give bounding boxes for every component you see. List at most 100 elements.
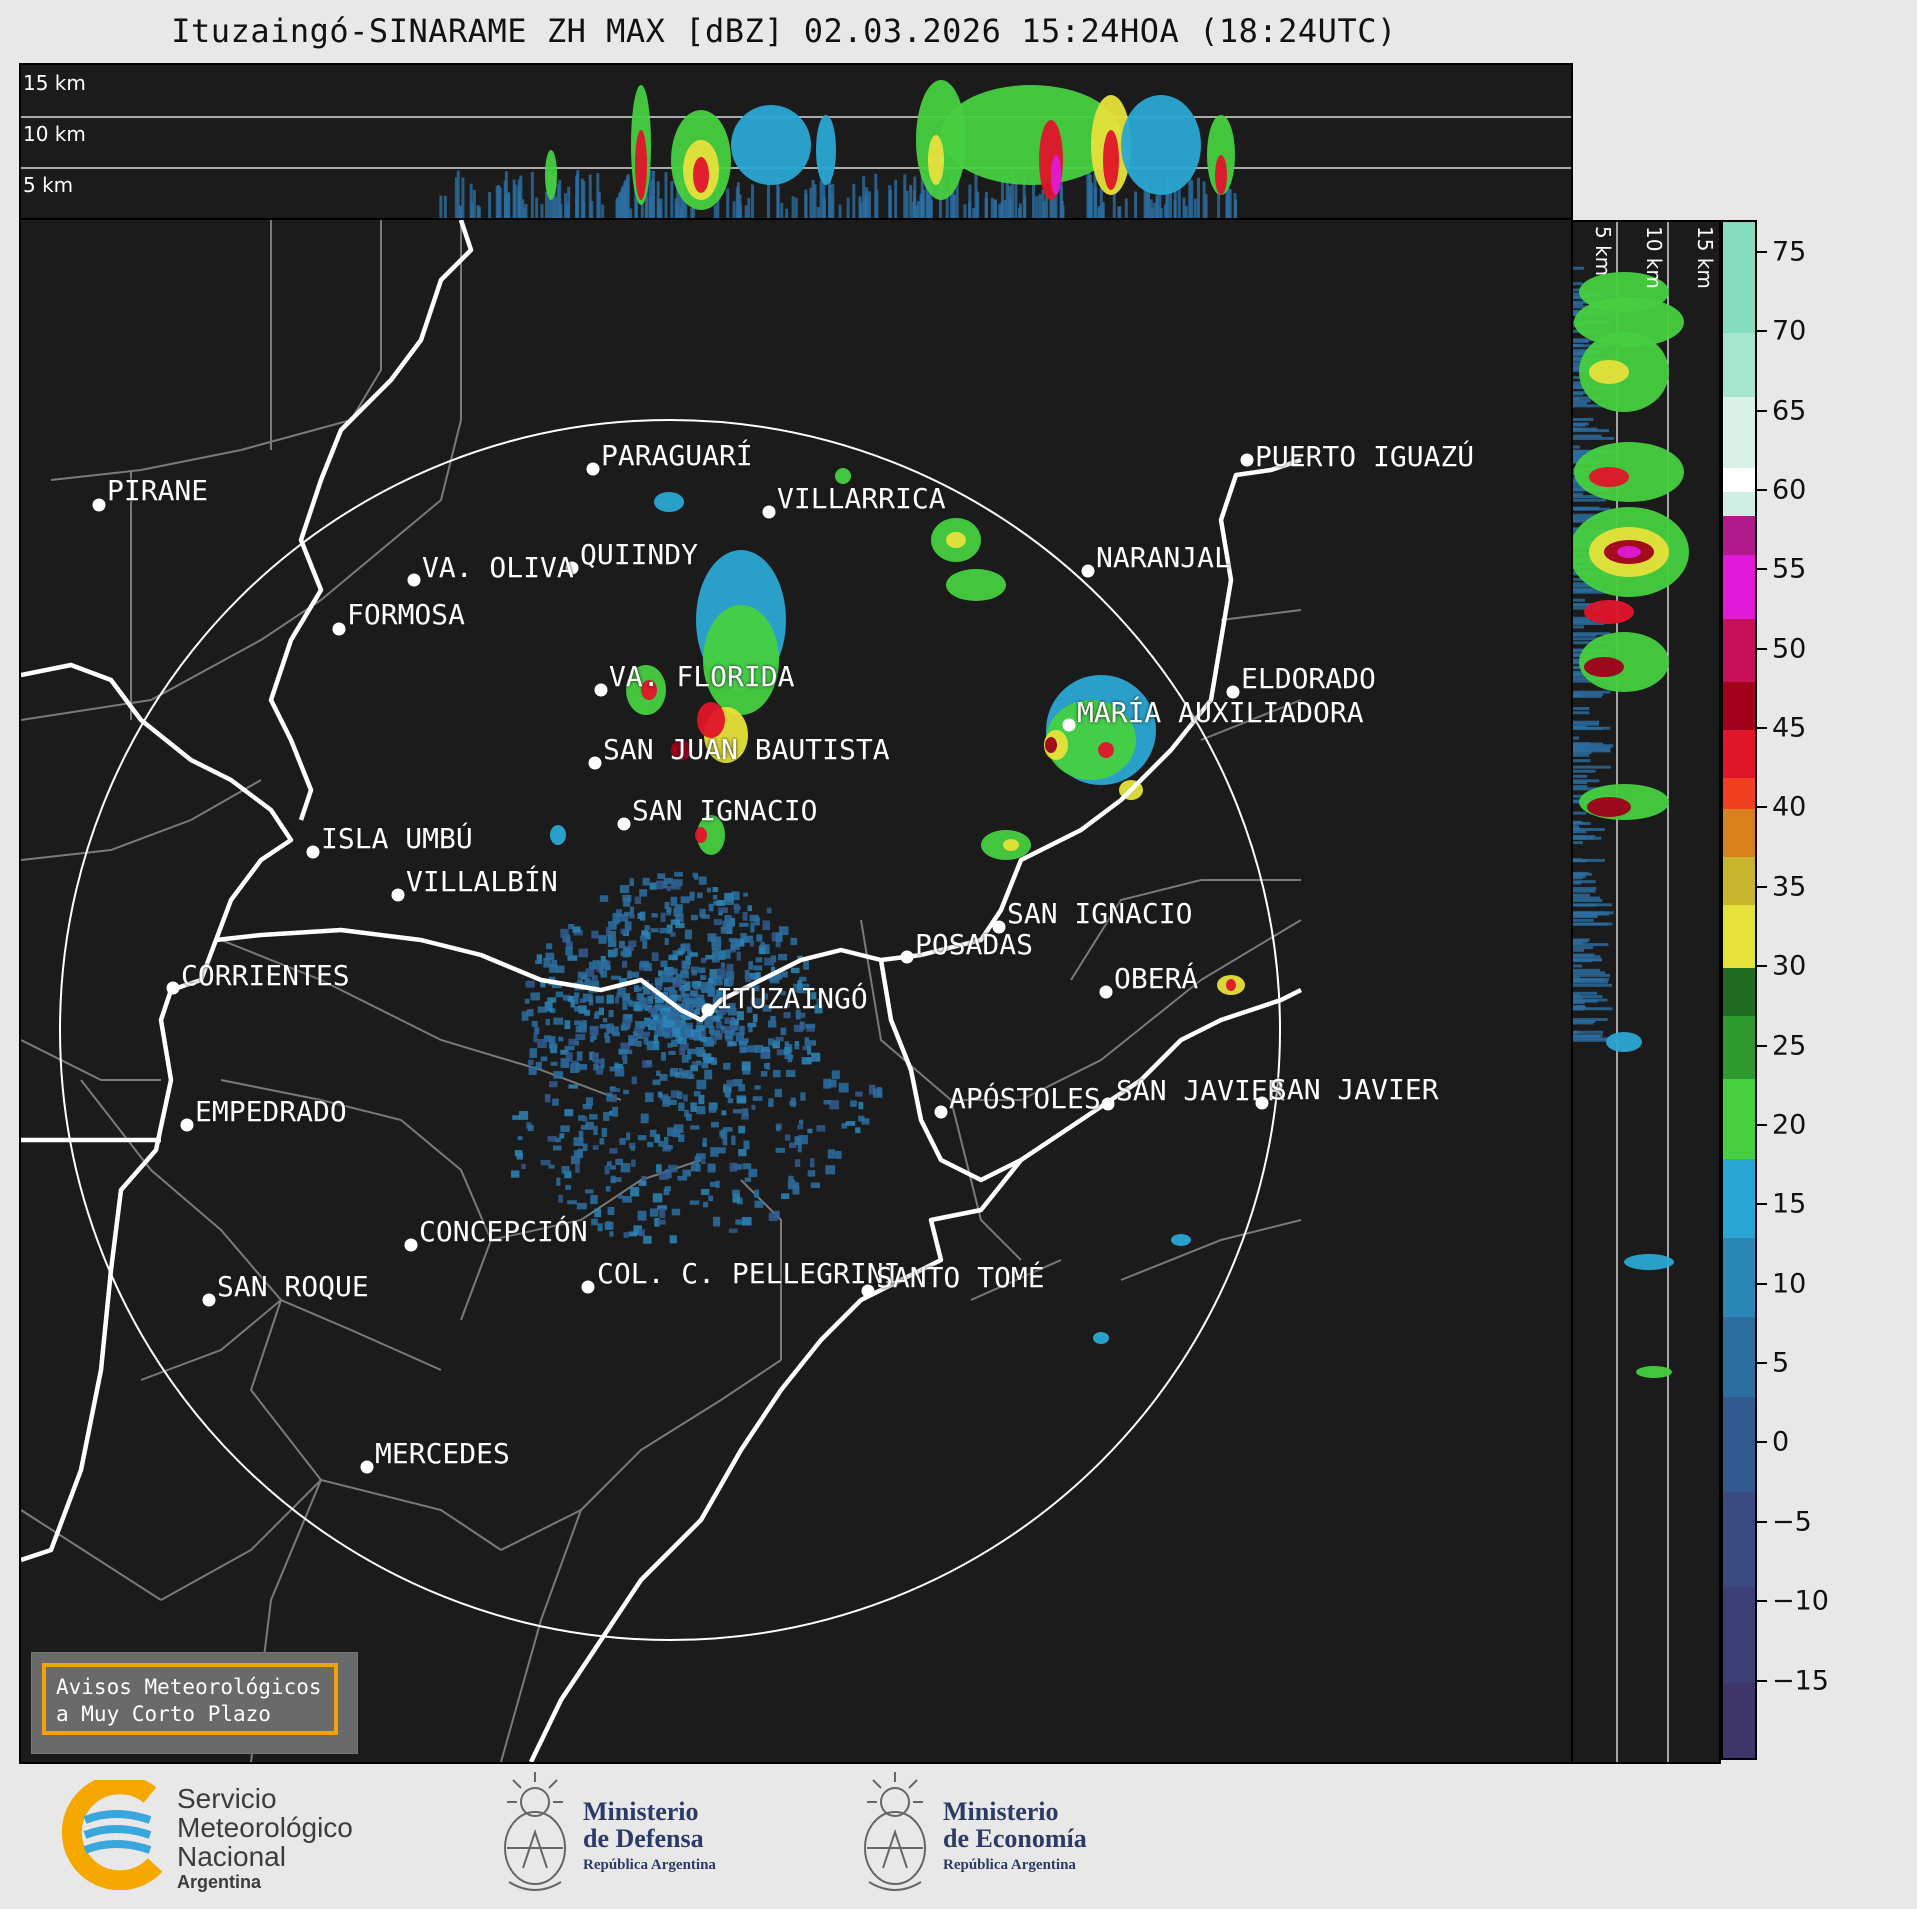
city-marker (565, 561, 579, 575)
colorbar-tick-label: 55 (1772, 553, 1807, 585)
city-label: EMPEDRADO (195, 1095, 347, 1128)
avisos-box[interactable]: Avisos Meteorológicos a Muy Corto Plazo (31, 1652, 358, 1754)
colorbar-segment (1723, 730, 1755, 778)
city-label: POSADAS (915, 928, 1034, 961)
colorbar-tick-label: 50 (1772, 633, 1807, 665)
city-label: QUIINDY (580, 538, 699, 571)
colorbar-segment (1723, 1317, 1755, 1397)
colorbar-tick-label: 60 (1772, 474, 1807, 506)
colorbar-tick-label: −10 (1772, 1585, 1829, 1617)
colorbar-segment (1723, 904, 1755, 969)
defensa-logo: Ministerio de Defensa República Argentin… (495, 1770, 765, 1900)
top-level-5km: 5 km (23, 173, 74, 197)
colorbar-tick-label: 25 (1772, 1030, 1807, 1062)
city-marker (861, 1284, 875, 1298)
city-marker (934, 1105, 948, 1119)
avisos-label[interactable]: Avisos Meteorológicos a Muy Corto Plazo (42, 1663, 338, 1735)
city-label: APÓSTOLES (949, 1082, 1101, 1115)
colorbar-tick-mark (1757, 1600, 1767, 1603)
colorbar-segment (1723, 1238, 1755, 1318)
colorbar-tick-label: 0 (1772, 1426, 1790, 1458)
city-marker (306, 845, 320, 859)
city-label: OBERÁ (1114, 962, 1199, 995)
city-marker (617, 817, 631, 831)
colorbar-segment (1723, 777, 1755, 810)
right-level-15km: 15 km (1693, 226, 1717, 289)
country-borders (21, 220, 1303, 1762)
smn-logo-icon (61, 1780, 163, 1890)
radar-map-plot (21, 220, 1303, 1762)
colorbar-tick-mark (1757, 1123, 1767, 1126)
economia-logo-text: Ministerio de Economía República Argenti… (943, 1798, 1087, 1879)
right-level-10km: 10 km (1642, 226, 1666, 289)
city-marker (360, 1460, 374, 1474)
city-marker (992, 920, 1006, 934)
colorbar-tick-label: 40 (1772, 791, 1807, 823)
city-label: VILLALBÍN (406, 865, 558, 898)
smn-line3: Nacional (177, 1841, 286, 1872)
colorbar-tick-mark (1757, 806, 1767, 809)
colorbar-tick-mark (1757, 1362, 1767, 1365)
colorbar-tick-label: 65 (1772, 395, 1807, 426)
city-label: COL. C. PELLEGRINI (597, 1257, 901, 1290)
city-marker (92, 498, 106, 512)
colorbar-segment (1723, 1587, 1755, 1683)
city-label: VA. FLORIDA (609, 660, 795, 693)
colorbar-segment (1723, 1682, 1755, 1758)
city-label: MARÍA AUXILIADORA (1077, 696, 1364, 729)
top-cross-section-plot (21, 80, 1571, 220)
economia-line2: de Economía (943, 1824, 1087, 1853)
city-label: SANTO TOMÉ (876, 1261, 1045, 1294)
city-marker (701, 1003, 715, 1017)
colorbar-tick-label: 70 (1772, 315, 1807, 347)
colorbar-tick-mark (1757, 250, 1767, 253)
radar-map[interactable]: PIRANE PARAGUARÍ VILLARRICA QUIINDY VA. OLIV… (19, 218, 1573, 1764)
city-label: SAN IGNACIO (1007, 897, 1193, 930)
city-label: VA. OLIVA (422, 551, 574, 584)
city-label: SAN ROQUE (217, 1270, 369, 1303)
colorbar-segment (1723, 809, 1755, 858)
top-level-15km: 15 km (23, 71, 86, 95)
city-label: ISLA UMBÚ (321, 822, 473, 855)
economia-line1: Ministerio (943, 1797, 1059, 1826)
colorbar-tick-label: 45 (1772, 712, 1807, 744)
city-label: ELDORADO (1241, 662, 1376, 695)
colorbar-segment (1723, 1492, 1755, 1588)
economia-line3: República Argentina (943, 1857, 1076, 1873)
right-cross-section-plot (1569, 222, 1689, 1762)
defensa-logo-text: Ministerio de Defensa República Argentin… (583, 1798, 716, 1879)
colorbar-tick-label: 30 (1772, 950, 1807, 982)
economia-logo: Ministerio de Economía República Argenti… (855, 1770, 1145, 1900)
province-borders (21, 220, 1302, 1762)
top-cross-section-panel: 15 km 10 km 5 km (19, 63, 1573, 222)
colorbar-segment (1723, 222, 1755, 334)
city-label: NARANJAL (1096, 541, 1231, 574)
colorbar-segment (1723, 968, 1755, 1016)
city-marker (407, 573, 421, 587)
city-marker (900, 950, 914, 964)
city-marker (594, 683, 608, 697)
city-label: PUERTO IGUAZÚ (1255, 440, 1475, 473)
smn-line2: Meteorológico (177, 1812, 353, 1843)
smn-logo-text: Servicio Meteorológico Nacional Argentin… (177, 1784, 353, 1893)
city-marker (1062, 718, 1076, 732)
range-ring (59, 419, 1281, 1641)
colorbar-segment (1723, 1079, 1755, 1159)
colorbar-segment (1723, 682, 1755, 731)
city-label: CORRIENTES (181, 959, 350, 992)
colorbar-segment (1723, 333, 1755, 397)
colorbar-tick-mark (1757, 1044, 1767, 1047)
colorbar-segment (1723, 1158, 1755, 1239)
city-marker (1099, 985, 1113, 999)
city-label: SAN JUAN BAUTISTA (603, 733, 890, 766)
colorbar (1721, 220, 1757, 1760)
colorbar-tick-label: 10 (1772, 1268, 1807, 1300)
coat-of-arms-icon (864, 1772, 926, 1891)
colorbar-tick-mark (1757, 965, 1767, 968)
radar-echoes (511, 468, 1245, 1344)
city-marker (1255, 1096, 1269, 1110)
city-label: PIRANE (107, 474, 209, 507)
colorbar-tick-mark (1757, 1441, 1767, 1444)
defensa-line3: República Argentina (583, 1857, 716, 1873)
colorbar-tick-label: 35 (1772, 871, 1807, 903)
